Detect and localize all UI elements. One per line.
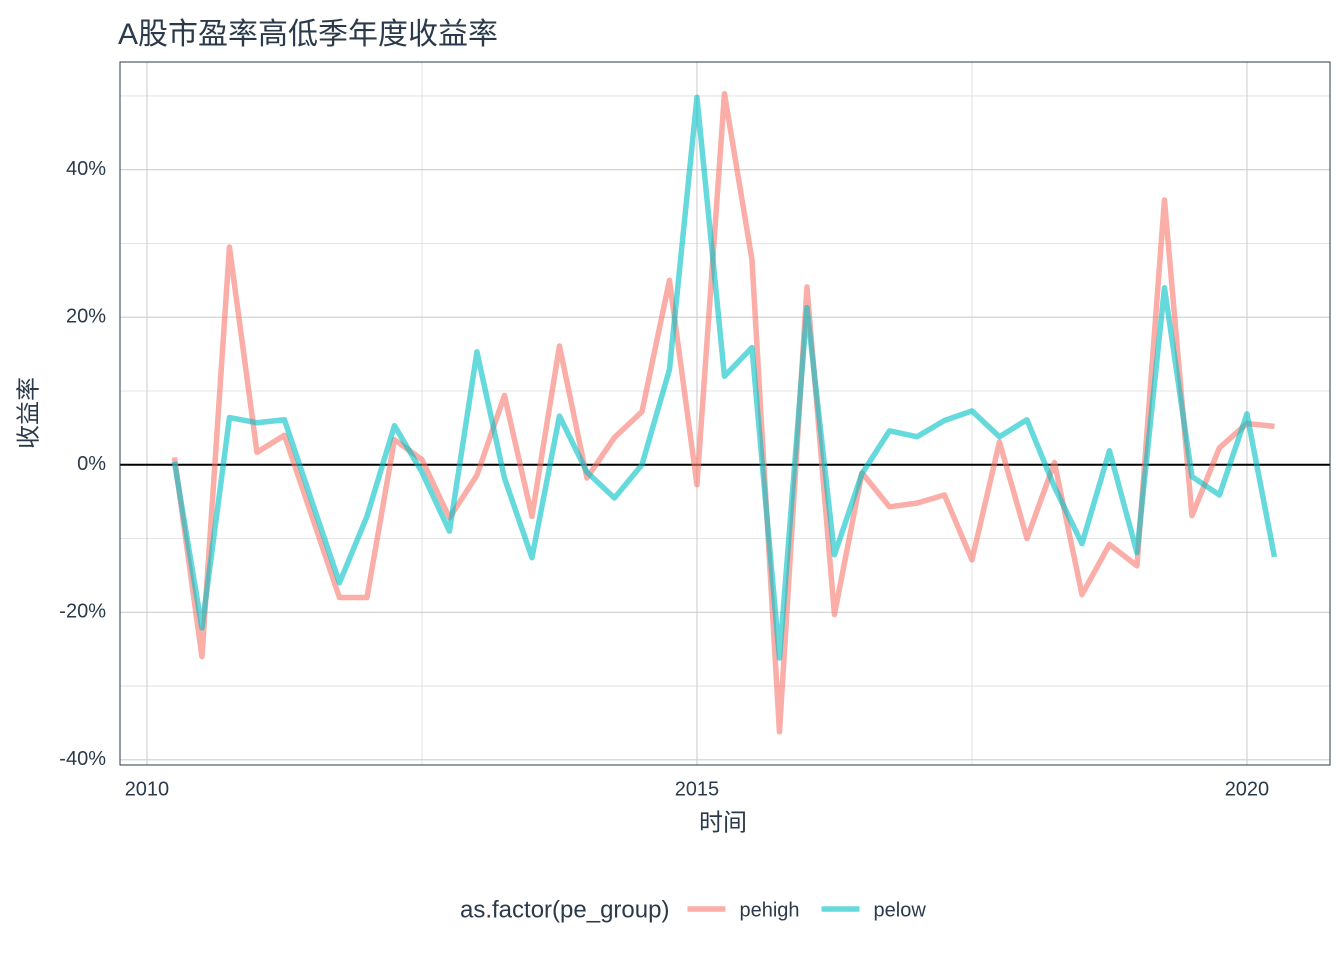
series-line [171,90,1275,735]
legend-label: pehigh [739,899,799,921]
panel-border [119,61,1331,766]
y-tick-label: 40% [66,158,106,180]
y-tick-label: -40% [59,748,106,770]
legend-label: pelow [874,899,927,921]
x-tick-label: 2020 [1225,778,1270,800]
chart-title: A股市盈率高低季年度收益率 [118,18,498,51]
x-tick-label: 2010 [125,778,170,800]
legend-title: as.factor(pe_group) [460,896,669,923]
x-axis-title: 时间 [699,809,747,836]
y-tick-label: -20% [59,601,106,623]
y-tick-label: 0% [77,453,106,475]
series-line [171,94,1278,661]
y-tick-label: 20% [66,306,106,328]
x-tick-label: 2015 [675,778,720,800]
y-axis-title: 收益率 [15,377,42,449]
